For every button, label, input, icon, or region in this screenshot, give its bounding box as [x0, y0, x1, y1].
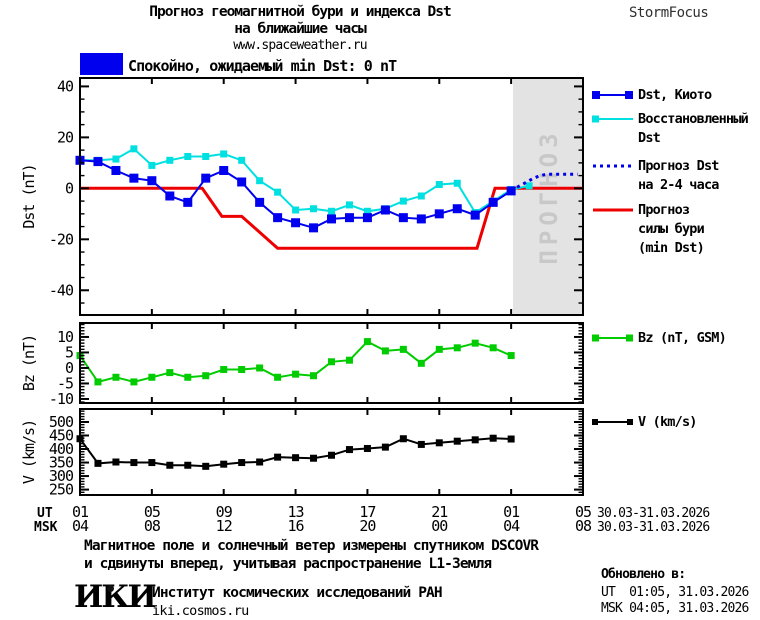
legend-label: Bz (nT, GSM) — [638, 330, 727, 346]
svg-text:04: 04 — [72, 517, 89, 535]
svg-text:250: 250 — [49, 481, 74, 499]
svg-text:04: 04 — [503, 517, 520, 535]
svg-text:10: 10 — [57, 328, 74, 346]
svg-text:08: 08 — [575, 517, 592, 535]
institute-name: Институт космических исследований РАН — [152, 585, 443, 601]
svg-text:400: 400 — [49, 440, 74, 458]
legend-item-storm-forecast: Прогноз силы бури (min Dst) — [592, 201, 705, 258]
svg-text:0: 0 — [65, 179, 74, 197]
brand-stormfocus: StormFocus — [629, 5, 709, 21]
status-text: Спокойно, ожидаемый min Dst: 0 nT — [128, 57, 397, 75]
svg-text:UT: UT — [37, 506, 53, 521]
legend-item-restored-dst: Восстановленный Dst — [592, 110, 749, 148]
svg-text:21: 21 — [431, 503, 448, 521]
svg-text:500: 500 — [49, 413, 74, 431]
svg-text:-20: -20 — [49, 230, 74, 248]
status-swatch — [80, 53, 123, 75]
svg-text:40: 40 — [57, 77, 74, 95]
page-subtitle: на ближайшие часы — [234, 21, 366, 37]
svg-text:30.03-31.03.2026: 30.03-31.03.2026 — [597, 520, 709, 535]
legend-item-v: V (km/s) — [592, 413, 697, 432]
svg-text:01: 01 — [503, 503, 520, 521]
legend-marker-restored-dst — [592, 115, 633, 123]
svg-text:09: 09 — [216, 503, 233, 521]
iki-logo: ИКИ — [74, 579, 157, 615]
legend-marker-bz — [592, 334, 633, 342]
legend-item-bz: Bz (nT, GSM) — [592, 329, 727, 348]
svg-text:V (km/s): V (km/s) — [20, 420, 38, 484]
legend-item-dst-kyoto: Dst, Киото — [592, 86, 712, 105]
legend-item-forecast-dst: Прогноз Dst на 2-4 часа — [592, 157, 719, 195]
svg-text:-40: -40 — [49, 281, 74, 299]
svg-text:-10: -10 — [49, 390, 74, 408]
svg-text:16: 16 — [288, 517, 305, 535]
svg-text:01: 01 — [72, 503, 89, 521]
svg-text:00: 00 — [431, 517, 448, 535]
footer-note-line1: Магнитное поле и солнечный ветер измерен… — [84, 538, 539, 554]
svg-text:13: 13 — [288, 503, 304, 521]
svg-text:20: 20 — [359, 517, 376, 535]
legend-label: Прогноз силы бури (min Dst) — [638, 202, 705, 256]
legend-label: Dst, Киото — [638, 87, 712, 103]
svg-text:08: 08 — [144, 517, 161, 535]
title-block: Прогноз геомагнитной бури и индекса Dst … — [40, 4, 560, 53]
svg-text:ПРОГНОЗ: ПРОГНОЗ — [535, 128, 563, 264]
updated-ut: UT 01:05, 31.03.2026 — [601, 585, 749, 600]
svg-text:Bz (nT): Bz (nT) — [20, 335, 38, 391]
legend-marker-storm-forecast — [593, 208, 633, 212]
legend-marker-forecast-dst — [593, 164, 633, 168]
svg-text:20: 20 — [57, 128, 74, 146]
legend-label: Прогноз Dst на 2-4 часа — [638, 158, 719, 193]
svg-text:05: 05 — [144, 503, 160, 521]
svg-text:17: 17 — [359, 503, 375, 521]
legend-marker-v — [592, 419, 633, 425]
legend-marker-dst-kyoto — [592, 91, 633, 99]
updated-msk: MSK 04:05, 31.03.2026 — [601, 601, 749, 616]
svg-text:300: 300 — [49, 467, 74, 485]
svg-text:12: 12 — [216, 517, 232, 535]
legend-label: Восстановленный Dst — [638, 111, 749, 146]
svg-text:0: 0 — [65, 359, 74, 377]
footer-note-line2: и сдвинуты вперед, учитывая распростране… — [84, 556, 492, 572]
institute-url: iki.cosmos.ru — [152, 603, 249, 619]
svg-text:5: 5 — [65, 343, 73, 361]
svg-text:Dst (nT): Dst (nT) — [20, 164, 38, 228]
svg-text:30.03-31.03.2026: 30.03-31.03.2026 — [597, 506, 709, 521]
svg-text:-5: -5 — [57, 374, 73, 392]
svg-text:350: 350 — [49, 454, 74, 472]
updated-label: Обновлено в: — [601, 567, 686, 582]
source-url: www.spaceweather.ru — [233, 38, 367, 53]
svg-text:05: 05 — [575, 503, 591, 521]
legend-label: V (km/s) — [638, 414, 697, 430]
svg-text:MSK: MSK — [34, 520, 58, 535]
page-title: Прогноз геомагнитной бури и индекса Dst — [149, 4, 451, 20]
svg-text:450: 450 — [49, 427, 74, 445]
iki-logo-dot — [107, 585, 114, 592]
